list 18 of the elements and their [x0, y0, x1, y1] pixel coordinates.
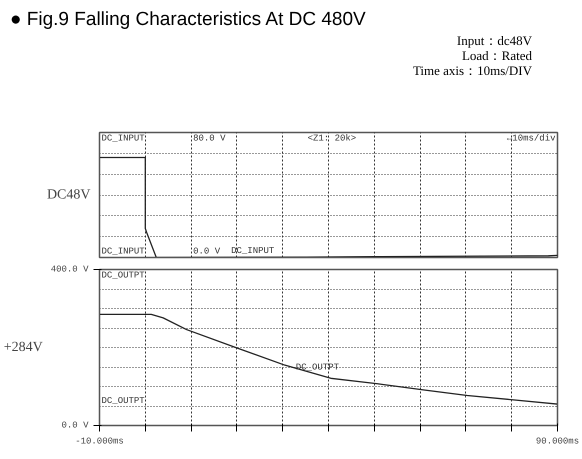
chart-subtitle: Input：dc48V Load：Rated Time axis：10ms/DIV	[412, 33, 532, 78]
y-axis-title: +284V	[4, 340, 43, 355]
chart-title: ● Fig.9 Falling Characteristics At DC 480V	[10, 8, 367, 32]
text: <Z1: 20k>	[308, 134, 356, 144]
line-series	[100, 314, 558, 405]
x-tick-label: 90.000ms	[536, 436, 580, 446]
annotation: DC_OUTPT	[102, 270, 146, 280]
annotation: 0.0 V	[193, 246, 221, 256]
text: 80.0 V	[193, 134, 226, 144]
y-axis-title: DC48V	[46, 188, 91, 202]
annotation: DC_INPUT	[102, 246, 146, 256]
series-label: DC_OUTPT	[296, 362, 340, 372]
text: ↔10ms/div	[506, 134, 556, 144]
y-tick-label: 400.0 V	[50, 264, 90, 274]
x-tick-label: -10.000ms	[75, 436, 124, 446]
text: DC_INPUT	[102, 134, 146, 144]
annotation: DC_OUTPT	[102, 396, 146, 406]
series-label: DC_INPUT	[231, 246, 275, 256]
